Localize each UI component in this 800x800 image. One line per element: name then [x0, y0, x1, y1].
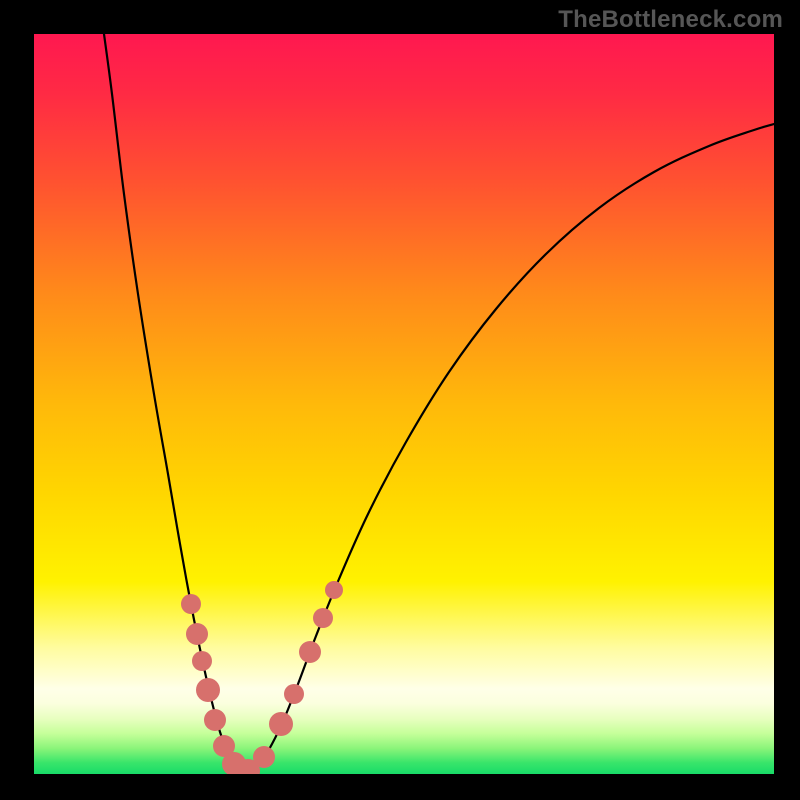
plot-area	[34, 34, 774, 774]
bottleneck-curve-right	[244, 124, 774, 773]
data-dot	[299, 641, 321, 663]
chart-stage: TheBottleneck.com	[0, 0, 800, 800]
curve-overlay	[34, 34, 774, 774]
data-dot	[186, 623, 208, 645]
data-dot	[253, 746, 275, 768]
data-dot	[284, 684, 304, 704]
data-dot	[313, 608, 333, 628]
data-dot	[325, 581, 343, 599]
chart-frame	[0, 30, 800, 800]
bottleneck-curve-left	[104, 34, 244, 773]
data-dot	[181, 594, 201, 614]
data-dot	[269, 712, 293, 736]
data-dot	[204, 709, 226, 731]
data-dot	[196, 678, 220, 702]
data-dot	[192, 651, 212, 671]
